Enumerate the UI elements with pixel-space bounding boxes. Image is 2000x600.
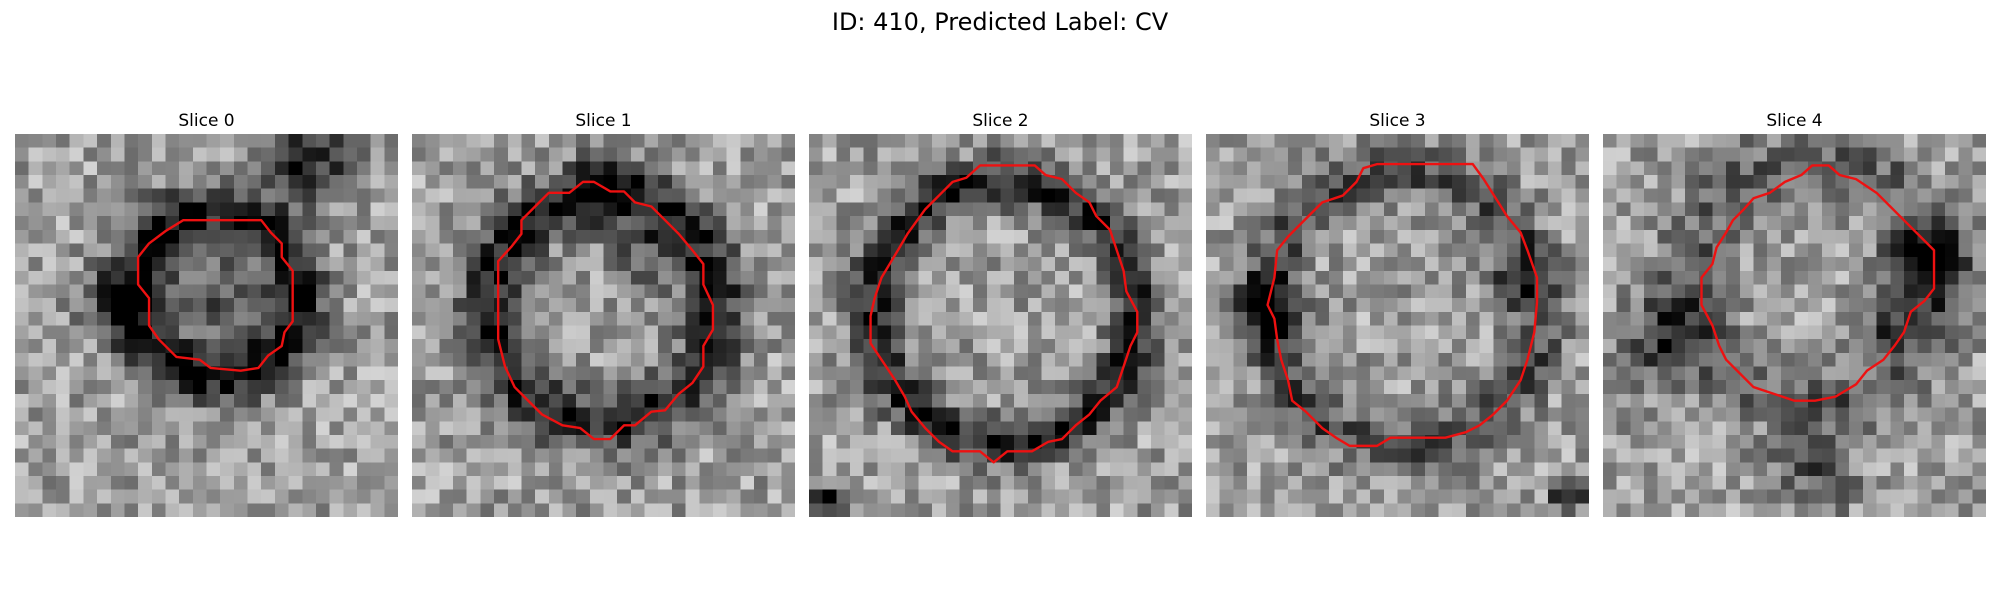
slice-contour-2 bbox=[809, 134, 1192, 517]
slice-contour-1 bbox=[412, 134, 795, 517]
slice-panel-4: Slice 4 bbox=[1603, 110, 1986, 517]
slice-image-0 bbox=[15, 134, 398, 517]
slice-title-0: Slice 0 bbox=[178, 111, 235, 131]
slice-panel-0: Slice 0 bbox=[15, 110, 398, 517]
figure-title: ID: 410, Predicted Label: CV bbox=[831, 8, 1169, 36]
slice-contour-3 bbox=[1206, 134, 1589, 517]
contour-line-0 bbox=[138, 220, 293, 370]
slice-image-3 bbox=[1206, 134, 1589, 517]
slice-image-4 bbox=[1603, 134, 1986, 517]
slice-title-1: Slice 1 bbox=[575, 111, 632, 131]
slice-image-1 bbox=[412, 134, 795, 517]
slice-panel-1: Slice 1 bbox=[412, 110, 795, 517]
slice-panel-2: Slice 2 bbox=[809, 110, 1192, 517]
slice-title-3: Slice 3 bbox=[1369, 111, 1426, 131]
slice-contour-0 bbox=[15, 134, 398, 517]
slice-title-2: Slice 2 bbox=[972, 111, 1029, 131]
contour-line-4 bbox=[1701, 165, 1934, 400]
slice-image-2 bbox=[809, 134, 1192, 517]
slice-contour-4 bbox=[1603, 134, 1986, 517]
contour-line-2 bbox=[871, 165, 1138, 462]
contour-line-1 bbox=[498, 182, 713, 439]
contour-line-3 bbox=[1268, 164, 1537, 446]
slice-panel-3: Slice 3 bbox=[1206, 110, 1589, 517]
slice-title-4: Slice 4 bbox=[1766, 111, 1823, 131]
